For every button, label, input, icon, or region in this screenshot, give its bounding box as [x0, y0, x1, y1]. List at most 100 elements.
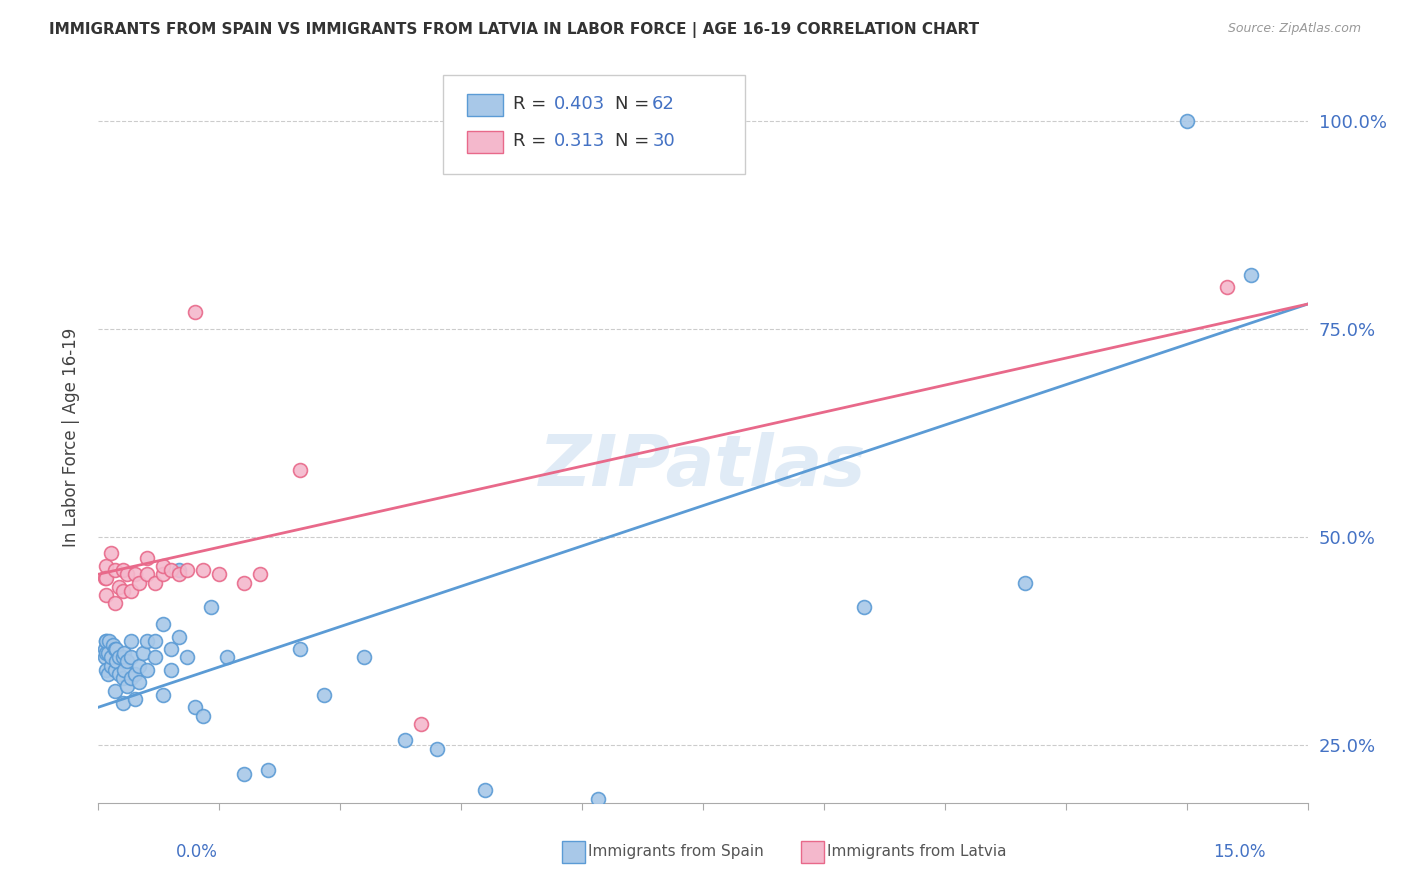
- Text: Source: ZipAtlas.com: Source: ZipAtlas.com: [1227, 22, 1361, 36]
- Text: R =: R =: [513, 132, 558, 150]
- Point: [103, 683, 125, 698]
- Point: [103, 663, 125, 677]
- Point: [105, 655, 128, 669]
- Text: IMMIGRANTS FROM SPAIN VS IMMIGRANTS FROM LATVIA IN LABOR FORCE | AGE 16-19 CORRE: IMMIGRANTS FROM SPAIN VS IMMIGRANTS FROM…: [49, 22, 980, 38]
- Point: [160, 563, 183, 577]
- Point: [120, 583, 142, 598]
- Point: [115, 655, 138, 669]
- Point: [135, 663, 157, 677]
- Point: [112, 646, 135, 660]
- Text: Immigrants from Latvia: Immigrants from Latvia: [827, 845, 1007, 859]
- Text: 62: 62: [652, 95, 675, 113]
- Point: [120, 633, 142, 648]
- Point: [193, 563, 215, 577]
- Point: [101, 638, 124, 652]
- Point: [111, 671, 134, 685]
- Point: [256, 763, 278, 777]
- Point: [100, 650, 122, 665]
- Point: [103, 642, 125, 657]
- Point: [111, 583, 134, 598]
- Point: [409, 716, 432, 731]
- Y-axis label: In Labor Force | Age 16-19: In Labor Force | Age 16-19: [62, 327, 80, 547]
- Point: [112, 663, 135, 677]
- Point: [115, 567, 138, 582]
- Point: [232, 575, 254, 590]
- Point: [217, 650, 239, 665]
- Point: [94, 642, 117, 657]
- Point: [1216, 280, 1239, 294]
- Text: ZIPatlas: ZIPatlas: [540, 432, 866, 500]
- Point: [353, 650, 375, 665]
- Point: [143, 575, 166, 590]
- FancyBboxPatch shape: [562, 841, 585, 863]
- Point: [135, 567, 157, 582]
- Point: [94, 558, 117, 573]
- Point: [152, 688, 174, 702]
- Point: [128, 575, 150, 590]
- Point: [288, 463, 311, 477]
- Point: [103, 563, 125, 577]
- Point: [103, 596, 125, 610]
- Point: [132, 646, 155, 660]
- Point: [124, 667, 146, 681]
- Point: [105, 642, 128, 657]
- FancyBboxPatch shape: [801, 841, 824, 863]
- Point: [115, 680, 138, 694]
- Point: [200, 600, 222, 615]
- Point: [97, 667, 120, 681]
- Text: 0.0%: 0.0%: [176, 843, 218, 861]
- Point: [96, 646, 118, 660]
- Text: 30: 30: [652, 132, 675, 150]
- Point: [167, 567, 190, 582]
- Text: 15.0%: 15.0%: [1213, 843, 1265, 861]
- Point: [474, 783, 496, 797]
- Point: [184, 305, 207, 319]
- Point: [107, 650, 129, 665]
- Point: [111, 696, 134, 710]
- Point: [107, 667, 129, 681]
- Text: N =: N =: [614, 95, 655, 113]
- Point: [160, 663, 183, 677]
- Point: [97, 633, 120, 648]
- Point: [124, 692, 146, 706]
- Point: [152, 567, 174, 582]
- Point: [249, 567, 271, 582]
- Point: [208, 567, 231, 582]
- Point: [193, 708, 215, 723]
- Point: [96, 571, 118, 585]
- Point: [143, 650, 166, 665]
- Point: [184, 700, 207, 714]
- Point: [1014, 575, 1036, 590]
- Point: [167, 563, 190, 577]
- Point: [96, 663, 118, 677]
- Point: [1175, 114, 1198, 128]
- Point: [97, 646, 120, 660]
- Point: [176, 563, 198, 577]
- Point: [111, 563, 134, 577]
- Text: Immigrants from Spain: Immigrants from Spain: [588, 845, 763, 859]
- Point: [426, 741, 449, 756]
- FancyBboxPatch shape: [467, 130, 503, 153]
- Point: [394, 733, 416, 747]
- Text: N =: N =: [614, 132, 655, 150]
- Point: [288, 642, 311, 657]
- Point: [143, 633, 166, 648]
- Point: [96, 588, 118, 602]
- Text: 0.403: 0.403: [554, 95, 606, 113]
- Point: [152, 558, 174, 573]
- Point: [96, 633, 118, 648]
- Point: [107, 580, 129, 594]
- Point: [586, 791, 609, 805]
- FancyBboxPatch shape: [467, 94, 503, 116]
- Point: [167, 630, 190, 644]
- Point: [853, 600, 876, 615]
- Point: [100, 658, 122, 673]
- Point: [100, 546, 122, 560]
- Point: [314, 688, 336, 702]
- Point: [1240, 268, 1263, 282]
- Point: [94, 571, 117, 585]
- Point: [160, 642, 183, 657]
- Text: 0.313: 0.313: [554, 132, 606, 150]
- Point: [94, 633, 117, 648]
- Point: [111, 650, 134, 665]
